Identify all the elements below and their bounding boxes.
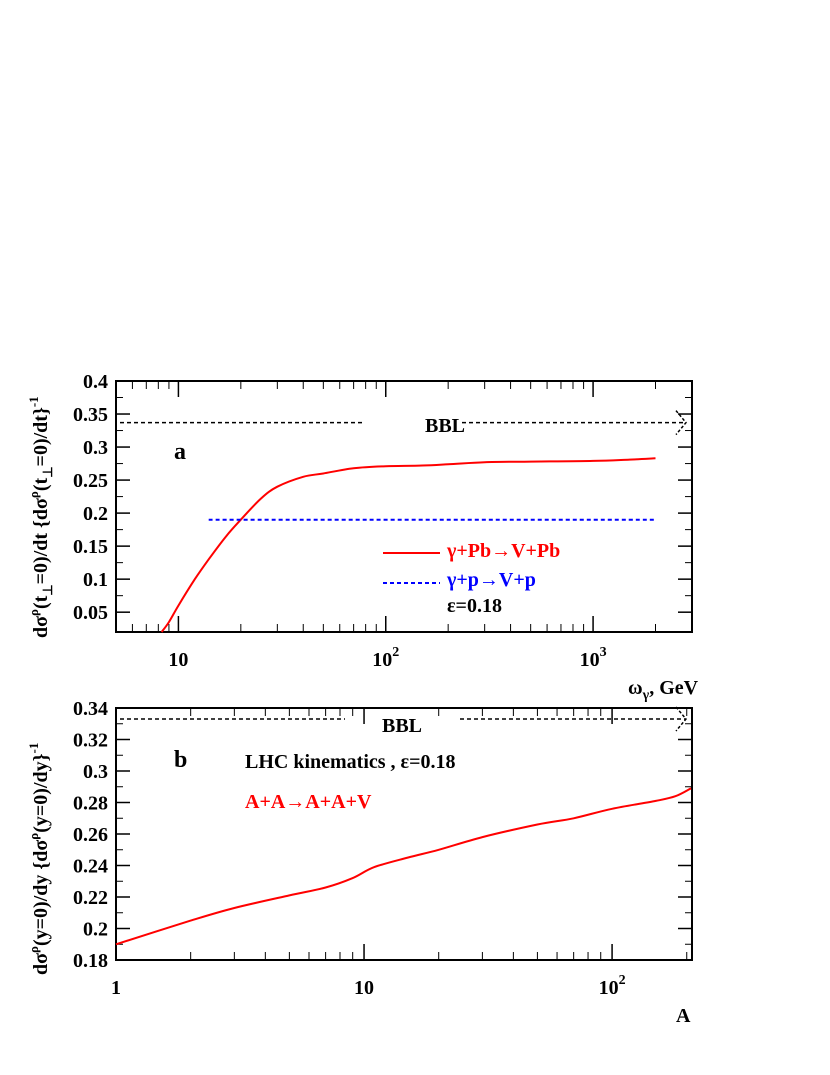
y-tick-label: 0.28 — [73, 793, 108, 815]
x-tick-label: 10 — [168, 649, 188, 671]
x-tick-label: 103 — [580, 645, 607, 671]
y-tick-label: 0.4 — [83, 371, 108, 393]
y-tick-label: 0.25 — [73, 470, 108, 492]
ticks-a: 0.05 0.1 0.15 0.2 0.25 0.3 0.35 0.4 10 102 103 — [73, 371, 693, 671]
legend-label-pb: γ+Pb→V+Pb — [446, 540, 560, 562]
y-tick-label: 0.24 — [73, 856, 108, 878]
panel-label-b: b — [174, 747, 187, 773]
y-tick-label: 0.1 — [83, 569, 108, 591]
x-tick-label: 102 — [372, 645, 399, 671]
y-tick-label: 0.05 — [73, 602, 108, 624]
y-tick-label: 0.32 — [73, 730, 108, 752]
bbl-arrowhead — [675, 410, 687, 436]
panel-label-a: a — [174, 439, 186, 465]
bbl-label-a: BBL — [425, 415, 465, 437]
plot-frame-b — [115, 707, 693, 961]
y-tick-label: 0.34 — [73, 698, 108, 720]
ticks-b: 0.18 0.2 0.22 0.24 0.26 0.28 0.3 0.32 0.34 1 10 102 — [73, 698, 692, 999]
panel-a: 0.05 0.1 0.15 0.2 0.25 0.3 0.35 0.4 10 102 103 a B… — [26, 371, 699, 703]
y-tick-label: 0.35 — [73, 404, 108, 426]
x-axis-label-a: ωγ, GeV — [628, 677, 699, 703]
y-tick-label: 0.3 — [83, 761, 108, 783]
series-line-a-0 — [160, 457, 656, 633]
series-b — [115, 706, 692, 946]
panel-b: 0.18 0.2 0.22 0.24 0.26 0.28 0.3 0.32 0.34 1 10 102… — [26, 698, 693, 1027]
y-axis-label-a: dσρ(t⊥=0)/dt {dσρ(t⊥=0)/dt}-1 — [26, 396, 55, 638]
x-tick-label: 1 — [111, 977, 121, 999]
x-tick-label: 10 — [354, 977, 374, 999]
series-label-aa: A+A→A+A+V — [245, 791, 372, 813]
x-axis-label-b: A — [676, 1005, 691, 1027]
series-line-b-0 — [115, 787, 692, 946]
annotation-epsilon-a: ε=0.18 — [447, 595, 502, 617]
y-tick-label: 0.18 — [73, 950, 108, 972]
y-tick-label: 0.26 — [73, 824, 108, 846]
annotation-lhc: LHC kinematics , ε=0.18 — [245, 751, 456, 773]
bbl-arrowhead — [675, 706, 687, 732]
y-tick-label: 0.2 — [83, 919, 108, 941]
plot-frame-a — [115, 380, 693, 633]
y-tick-label: 0.3 — [83, 437, 108, 459]
y-tick-label: 0.15 — [73, 536, 108, 558]
y-tick-label: 0.22 — [73, 887, 108, 909]
legend-label-p: γ+p→V+p — [446, 569, 536, 591]
y-tick-label: 0.2 — [83, 503, 108, 525]
bbl-label-b: BBL — [382, 715, 422, 737]
series-a — [120, 410, 687, 633]
x-tick-label: 102 — [599, 973, 626, 999]
y-axis-label-b: dσρ(y=0)/dy {dσρ(y=0)/dy}-1 — [26, 743, 52, 975]
